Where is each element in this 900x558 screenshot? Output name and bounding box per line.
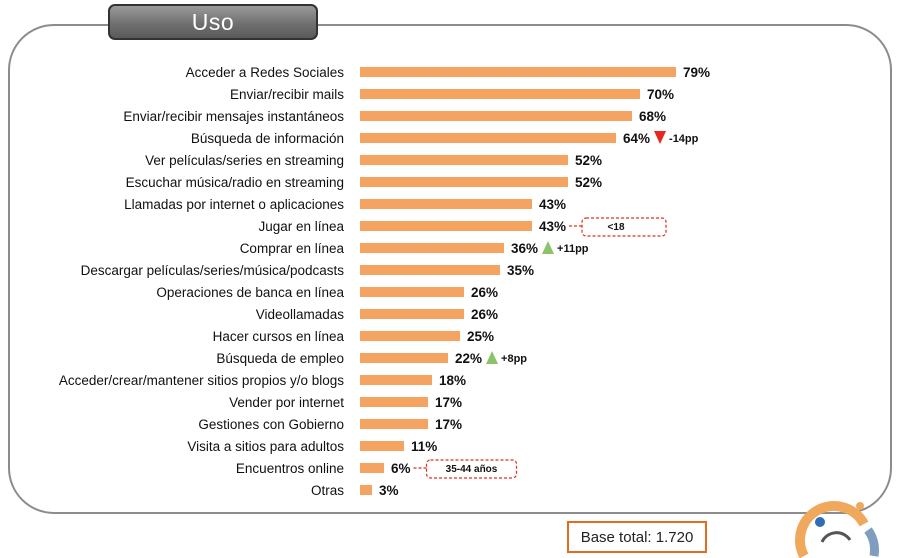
bar — [360, 309, 464, 319]
category-label: Gestiones con Gobierno — [198, 417, 344, 432]
value-label: 18% — [439, 373, 466, 388]
category-label: Descargar películas/series/música/podcas… — [81, 263, 345, 278]
bar — [360, 265, 500, 275]
category-label: Llamadas por internet o aplicaciones — [124, 197, 344, 212]
value-label: 17% — [435, 395, 462, 410]
category-label: Vender por internet — [229, 395, 344, 410]
value-label: 26% — [471, 285, 498, 300]
bar — [360, 441, 404, 451]
brand-logo-icon — [795, 501, 879, 558]
value-label: 26% — [471, 307, 498, 322]
category-label: Acceder/crear/mantener sitios propios y/… — [59, 373, 344, 388]
value-label: 6% — [391, 461, 411, 476]
change-label: +11pp — [557, 243, 589, 255]
base-total-label: Base total: 1.720 — [580, 528, 694, 546]
bar-chart: Acceder a Redes Sociales 79% Enviar/recibi… — [59, 65, 710, 498]
category-label: Comprar en línea — [240, 241, 345, 256]
category-label: Visita a sitios para adultos — [187, 439, 344, 454]
increase-triangle-icon — [486, 351, 499, 364]
value-label: 70% — [647, 87, 674, 102]
base-total-box: Base total: 1.720 — [567, 521, 707, 553]
value-label: 43% — [539, 219, 566, 234]
bar — [360, 89, 640, 99]
increase-triangle-icon — [542, 241, 555, 254]
category-label: Escuchar música/radio en streaming — [126, 175, 344, 190]
value-label: 68% — [639, 109, 666, 124]
value-label: 35% — [507, 263, 534, 278]
category-label: Búsqueda de información — [191, 131, 344, 146]
value-label: 11% — [411, 439, 437, 454]
bar — [360, 243, 504, 253]
callout-box — [425, 459, 518, 479]
category-label: Operaciones de banca en línea — [156, 285, 344, 300]
bar — [360, 199, 532, 209]
category-label: Otras — [311, 483, 344, 498]
value-label: 64% — [623, 131, 650, 146]
section-title: Uso — [191, 8, 235, 35]
bar — [360, 463, 384, 473]
value-label: 43% — [539, 197, 566, 212]
bar — [360, 177, 568, 187]
bar — [360, 287, 464, 297]
section-tab: Uso — [108, 4, 318, 40]
value-label: 3% — [379, 483, 399, 498]
bar — [360, 155, 568, 165]
bar — [360, 485, 372, 495]
change-label: -14pp — [669, 133, 699, 145]
category-label: Encuentros online — [236, 461, 344, 476]
bar — [360, 353, 448, 363]
value-label: 79% — [683, 65, 710, 80]
bar — [360, 419, 428, 429]
value-label: 52% — [575, 153, 602, 168]
bar — [360, 67, 676, 77]
value-label: 36% — [511, 241, 538, 256]
bar — [360, 375, 432, 385]
value-label: 17% — [435, 417, 462, 432]
category-label: Ver películas/series en streaming — [145, 153, 344, 168]
bar — [360, 397, 428, 407]
value-label: 52% — [575, 175, 602, 190]
decrease-triangle-icon — [654, 131, 667, 144]
category-label: Videollamadas — [256, 307, 345, 322]
value-label: 22% — [455, 351, 482, 366]
category-label: Enviar/recibir mails — [230, 87, 344, 102]
value-label: 25% — [467, 329, 494, 344]
category-label: Enviar/recibir mensajes instantáneos — [123, 109, 344, 124]
category-label: Acceder a Redes Sociales — [186, 65, 345, 80]
category-label: Hacer cursos en línea — [213, 329, 345, 344]
category-label: Jugar en línea — [258, 219, 344, 234]
change-label: +8pp — [501, 353, 527, 365]
bar — [360, 331, 460, 341]
bar — [360, 111, 632, 121]
bar — [360, 221, 532, 231]
callout-label: <18 — [608, 222, 625, 233]
callout-label: 35-44 años — [446, 464, 498, 475]
callout-box — [581, 217, 667, 237]
bar — [360, 133, 616, 143]
category-label: Búsqueda de empleo — [216, 351, 344, 366]
